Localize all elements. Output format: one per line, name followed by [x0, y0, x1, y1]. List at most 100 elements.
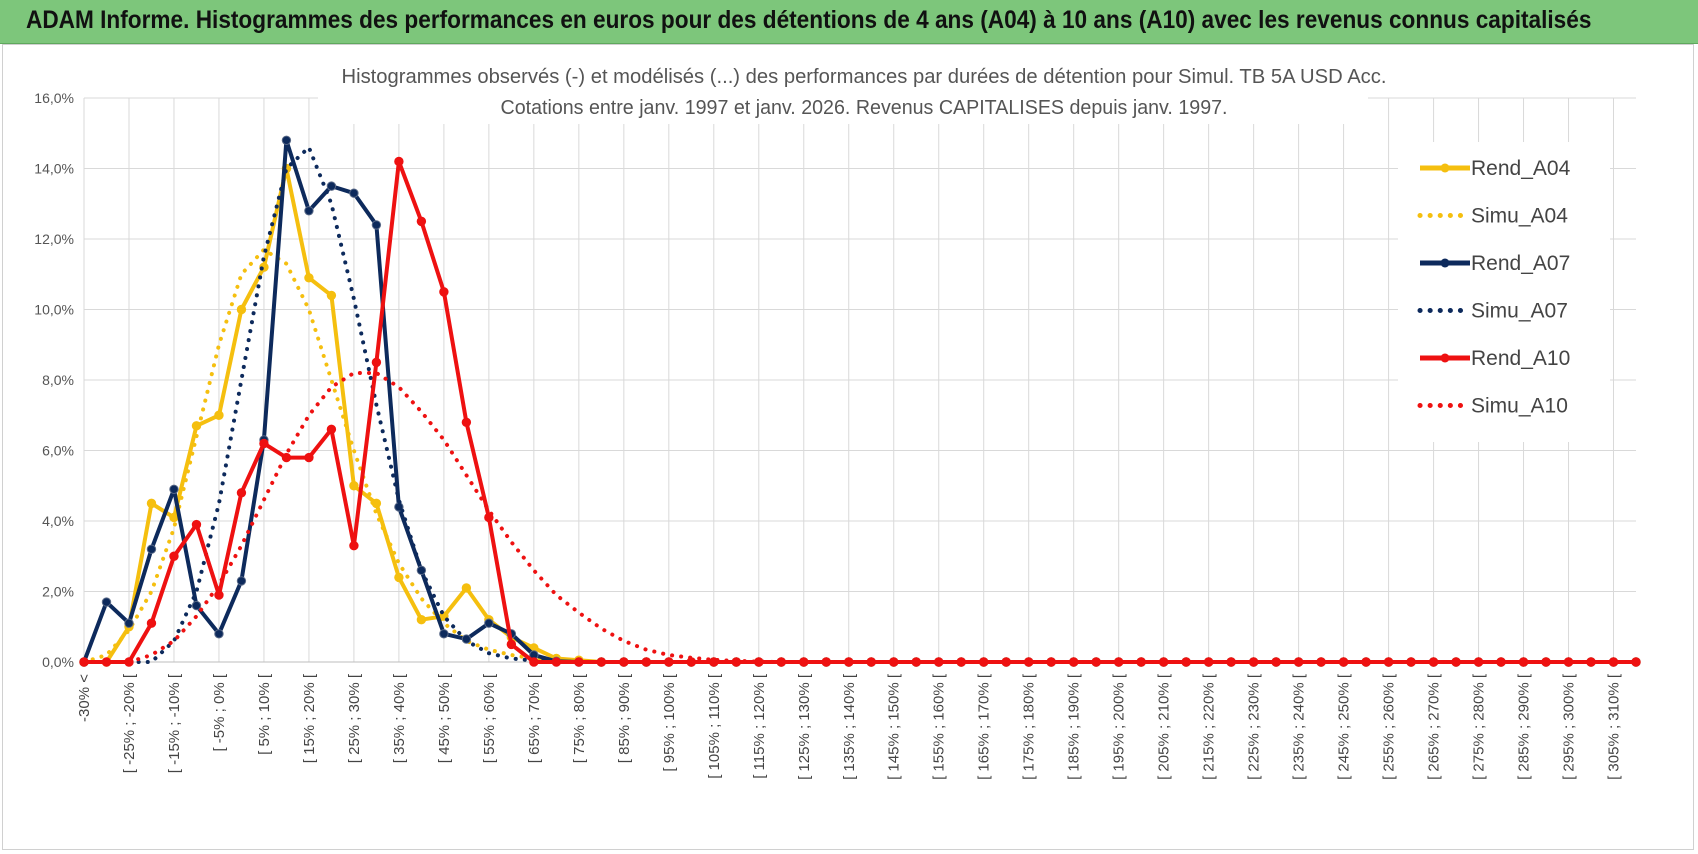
data-point — [146, 618, 157, 628]
data-point — [304, 273, 314, 283]
y-tick-label: 12,0% — [34, 231, 74, 247]
x-tick-label: [ 255% ; 260% [ — [1381, 673, 1398, 780]
x-tick-label: [ 245% ; 250% [ — [1336, 673, 1353, 780]
chart-subtitle: Cotations entre janv. 1997 et janv. 2026… — [501, 97, 1228, 119]
data-point — [1631, 657, 1641, 667]
x-tick-label: [ 305% ; 310% [ — [1606, 673, 1623, 780]
data-point — [349, 481, 359, 491]
y-tick-label: 6,0% — [42, 443, 74, 459]
data-point — [124, 618, 134, 628]
y-tick-label: 14,0% — [34, 161, 74, 177]
chart-title-background — [318, 60, 1368, 124]
legend-label: Rend_A07 — [1471, 252, 1570, 275]
data-point — [371, 220, 382, 230]
x-tick-label: [ 25% ; 30% [ — [346, 673, 363, 763]
y-tick-label: 0,0% — [42, 654, 74, 670]
x-tick-label: [ 175% ; 180% [ — [1021, 673, 1038, 780]
series-line-simu-a10 — [82, 371, 1638, 664]
x-tick-label: [ 205% ; 210% [ — [1156, 673, 1173, 780]
data-point — [214, 590, 224, 600]
data-point — [416, 615, 427, 625]
x-tick-label: [ -25% ; -20% [ — [121, 673, 138, 773]
data-point — [664, 657, 674, 667]
x-tick-label: [ 75% ; 80% [ — [571, 673, 588, 763]
data-point — [146, 544, 157, 554]
data-point — [236, 576, 247, 586]
data-point — [191, 519, 202, 530]
data-point — [349, 188, 359, 198]
x-tick-label: [ 275% ; 280% [ — [1471, 673, 1488, 780]
y-tick-label: 8,0% — [42, 372, 74, 388]
histogram-chart: 0,0% 2,0% 4,0% 6,0% 8,0% 10,0% 12,0% 14,0% 16,0%… — [34, 60, 1641, 780]
data-point — [394, 572, 404, 583]
data-point — [416, 216, 427, 227]
y-tick-label: 16,0% — [34, 90, 74, 106]
data-point — [551, 657, 562, 667]
legend-label: Simu_A04 — [1471, 205, 1568, 228]
data-point — [326, 424, 337, 435]
data-point — [101, 597, 112, 607]
report-banner: ADAM Informe. Histogrammes des performan… — [0, 0, 1698, 44]
data-point — [236, 304, 247, 315]
x-tick-label: [ 85% ; 90% [ — [616, 673, 633, 763]
data-point — [574, 657, 584, 667]
legend-label: Rend_A04 — [1471, 157, 1571, 180]
data-point — [326, 290, 337, 301]
x-tick-label: [ 145% ; 150% [ — [886, 673, 903, 780]
data-point — [641, 657, 652, 667]
x-tick-label: [ 95% ; 100% [ — [661, 673, 678, 771]
x-tick-label: [ 295% ; 300% [ — [1561, 673, 1578, 780]
chart-title: Histogrammes observés (-) et modélisés (… — [342, 66, 1387, 88]
x-tick-label: -30% < — [76, 674, 93, 722]
data-point — [619, 657, 629, 667]
data-point — [281, 135, 292, 146]
x-tick-label: [ 125% ; 130% [ — [796, 673, 813, 780]
x-tick-label: [ 165% ; 170% [ — [976, 673, 993, 780]
x-tick-label: [ 225% ; 230% [ — [1246, 673, 1263, 780]
x-tick-label: [ -5% ; 0% [ — [211, 673, 228, 751]
x-tick-label: [ 15% ; 20% [ — [301, 673, 318, 763]
x-tick-label: [ 235% ; 240% [ — [1291, 673, 1308, 780]
x-tick-label: [ 135% ; 140% [ — [841, 673, 858, 780]
data-point — [506, 639, 517, 650]
series-line-rend-a10 — [84, 159, 1636, 664]
data-point — [439, 629, 449, 639]
legend-label: Simu_A07 — [1471, 300, 1568, 323]
data-point — [214, 410, 224, 420]
data-point — [529, 657, 539, 667]
data-point — [214, 629, 224, 639]
legend-marker — [1440, 353, 1450, 363]
data-point — [236, 488, 247, 498]
x-tick-label: [ 265% ; 270% [ — [1426, 673, 1443, 780]
x-tick-label: [ 285% ; 290% [ — [1516, 673, 1533, 780]
data-point — [169, 484, 179, 494]
x-tick-label: [ 45% ; 50% [ — [436, 673, 453, 763]
y-tick-label: 2,0% — [42, 584, 74, 600]
legend-label: Rend_A10 — [1471, 347, 1570, 370]
data-point — [191, 600, 202, 611]
data-point — [349, 540, 359, 551]
legend-background — [1398, 142, 1610, 442]
x-tick-label: [ 195% ; 200% [ — [1111, 673, 1128, 780]
data-point — [259, 438, 269, 449]
data-point — [1383, 657, 1394, 667]
x-tick-label: [ 115% ; 120% [ — [751, 673, 768, 779]
data-point — [461, 583, 472, 593]
data-point — [596, 657, 607, 667]
x-tick-label: [ 215% ; 220% [ — [1201, 673, 1218, 780]
data-point — [439, 287, 449, 297]
x-tick-label: [ 35% ; 40% [ — [391, 673, 408, 763]
data-point — [484, 618, 494, 628]
x-tick-label: [ 155% ; 160% [ — [931, 673, 948, 780]
x-tick-label: [ 65% ; 70% [ — [526, 673, 543, 763]
x-tick-label: [ 55% ; 60% [ — [481, 673, 498, 763]
report-title: ADAM Informe. Histogrammes des performan… — [26, 6, 1592, 34]
x-tick-label: [ 185% ; 190% [ — [1066, 673, 1083, 780]
y-tick-label: 10,0% — [34, 302, 74, 318]
legend-label: Simu_A10 — [1471, 395, 1568, 418]
y-tick-label: 4,0% — [42, 513, 74, 529]
data-point — [394, 156, 404, 167]
data-point — [371, 357, 382, 368]
legend-marker — [1440, 163, 1450, 173]
